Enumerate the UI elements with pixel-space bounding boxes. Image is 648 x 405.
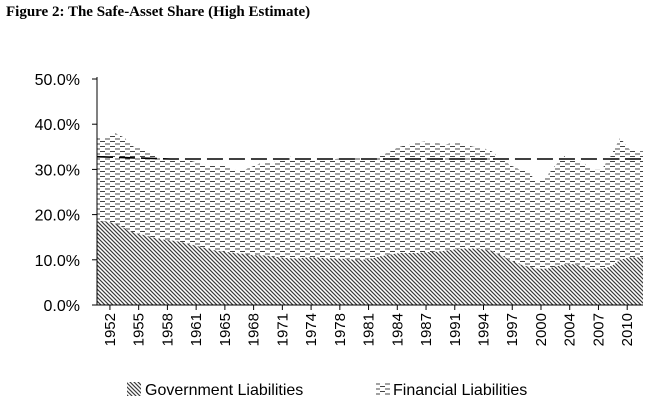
legend: Government Liabilities Financial Liabili… xyxy=(127,382,527,399)
x-tick-label: 1997 xyxy=(504,313,521,346)
x-tick-label: 2007 xyxy=(590,313,607,346)
y-tick-label: 50.0% xyxy=(35,72,80,89)
x-tick-label: 1971 xyxy=(274,313,291,346)
area-government-liabilities xyxy=(97,221,643,305)
x-tick-label: 1961 xyxy=(188,313,205,346)
legend-swatch-financial xyxy=(376,382,390,396)
legend-label-financial: Financial Liabilities xyxy=(393,382,527,399)
x-tick-label: 2000 xyxy=(533,313,550,346)
axis-lines xyxy=(96,77,643,306)
x-tick-label: 2010 xyxy=(619,313,636,346)
x-axis: 1952 1955 1958 1961 1965 1968 1971 1974 1978 1981… xyxy=(102,305,636,346)
reference-line xyxy=(96,155,643,160)
x-tick-label: 1981 xyxy=(361,313,378,346)
reference-line-group xyxy=(96,155,643,160)
y-axis: 0.0% 10.0% 20.0% 30.0% 40.0% 50.0% xyxy=(35,72,97,315)
x-tick-label: 1974 xyxy=(303,313,320,346)
x-tick-label: 1955 xyxy=(131,313,148,346)
chart-title: Figure 2: The Safe-Asset Share (High Est… xyxy=(6,4,311,20)
x-tick-label: 1952 xyxy=(102,313,119,346)
y-tick-label: 30.0% xyxy=(35,162,80,179)
y-tick-label: 10.0% xyxy=(35,253,80,270)
y-tick-label: 20.0% xyxy=(35,208,80,225)
y-tick-label: 0.0% xyxy=(44,298,80,315)
x-tick-label: 1987 xyxy=(418,313,435,346)
legend-swatch-government xyxy=(127,382,141,396)
x-tick-label: 1994 xyxy=(476,313,493,346)
x-tick-label: 1968 xyxy=(246,313,263,346)
x-tick-label: 1978 xyxy=(332,313,349,346)
plot-areas xyxy=(97,133,643,305)
x-tick-label: 1965 xyxy=(217,313,234,346)
x-tick-label: 1984 xyxy=(389,313,406,346)
area-financial-liabilities xyxy=(97,133,643,269)
x-tick-label: 1991 xyxy=(447,313,464,346)
y-tick-label: 40.0% xyxy=(35,117,80,134)
legend-label-government: Government Liabilities xyxy=(145,382,303,399)
x-tick-label: 1958 xyxy=(159,313,176,346)
x-tick-label: 2004 xyxy=(562,313,579,346)
